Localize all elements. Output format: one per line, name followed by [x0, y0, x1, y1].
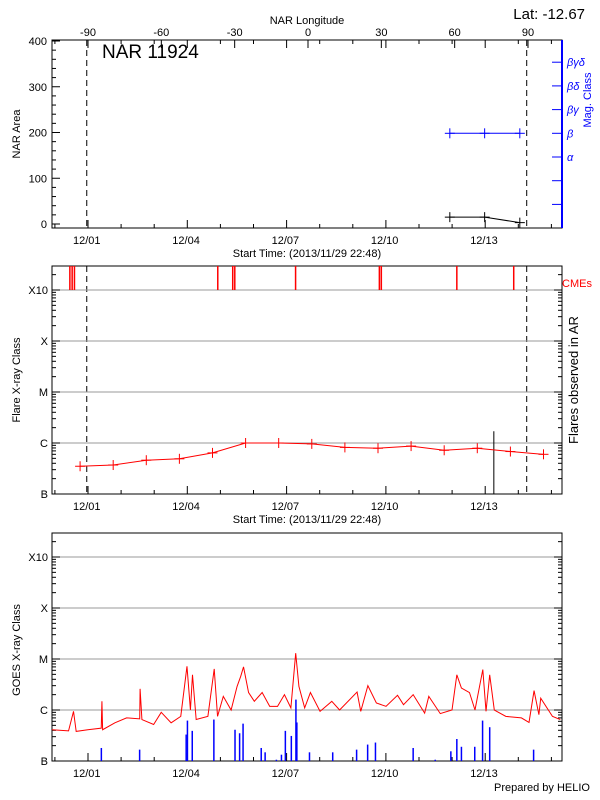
longitude-tick-label: 60: [449, 27, 461, 39]
y-tick-label: X: [41, 336, 49, 348]
x-tick-label: 12/07: [272, 768, 300, 780]
x-tick-label: 12/10: [371, 768, 399, 780]
longitude-tick-label: -30: [227, 27, 243, 39]
chart-marks: 12/01 12/04 12/07 12/10 12/13 12/01 12/04 12/07…: [28, 27, 585, 780]
flare-x-axis-title: Start Time: (2013/11/29 22:48): [233, 514, 381, 526]
goes-y-axis-title: GOES X-ray Class: [11, 604, 23, 696]
area-x-axis-title: Start Time: (2013/11/29 22:48): [233, 248, 381, 260]
y-tick-label: X10: [28, 552, 48, 564]
longitude-tick-label: -90: [80, 27, 96, 39]
y-tick-label: X10: [28, 285, 48, 297]
longitude-tick-label: 0: [305, 27, 311, 39]
flares-in-ar-axis-title: Flares observed in AR: [566, 316, 581, 444]
y-tick-label: B: [41, 756, 48, 768]
panel-frame: [51, 532, 563, 762]
longitude-tick-label: -60: [153, 27, 169, 39]
panel-frame: [51, 265, 563, 495]
longitude-tick-label: 30: [375, 27, 387, 39]
x-tick-label: 12/07: [272, 501, 300, 513]
y-tick-label: M: [39, 654, 48, 666]
cme-label: CMEs: [562, 278, 592, 290]
mag-class-tick-label: βγ: [566, 105, 580, 117]
area-y-axis-title: NAR Area: [11, 109, 23, 159]
x-tick-label: 12/01: [73, 235, 101, 247]
longitude-tick-label: 90: [522, 27, 534, 39]
mag-class-tick-label: βδ: [566, 81, 580, 93]
mag-class-tick-label: α: [567, 152, 574, 164]
goes-flux-series-line: [51, 653, 561, 732]
mag-class-axis-title: Mag. Class: [582, 72, 594, 128]
region-title: NAR 11924: [102, 42, 199, 63]
x-tick-label: 12/13: [470, 501, 498, 513]
x-tick-label: 12/07: [272, 235, 300, 247]
mag-class-tick-label: β: [566, 128, 574, 140]
y-tick-label: B: [41, 489, 48, 501]
y-tick-label: C: [40, 438, 48, 450]
y-tick-label: 400: [29, 36, 47, 48]
y-tick-label: 100: [29, 173, 47, 185]
x-tick-label: 12/13: [470, 768, 498, 780]
x-tick-label: 12/04: [172, 768, 200, 780]
x-tick-label: 12/10: [371, 501, 399, 513]
x-tick-label: 12/10: [371, 235, 399, 247]
y-tick-label: X: [41, 603, 49, 615]
flare-y-axis-title: Flare X-ray Class: [11, 337, 23, 422]
y-tick-label: 300: [29, 82, 47, 94]
x-tick-label: 12/04: [172, 235, 200, 247]
y-tick-label: 200: [29, 128, 47, 140]
y-tick-label: M: [39, 387, 48, 399]
latitude-label: Lat: -12.67: [513, 6, 585, 23]
y-tick-label: C: [40, 705, 48, 717]
top-axis-title: NAR Longitude: [270, 15, 345, 27]
x-tick-label: 12/01: [73, 501, 101, 513]
y-tick-label: 0: [41, 219, 47, 231]
mag-class-tick-label: βγδ: [566, 57, 586, 69]
prepared-by-credit: Prepared by HELIO: [494, 782, 590, 794]
x-tick-label: 12/01: [73, 768, 101, 780]
x-tick-label: 12/13: [470, 235, 498, 247]
x-tick-label: 12/04: [172, 501, 200, 513]
